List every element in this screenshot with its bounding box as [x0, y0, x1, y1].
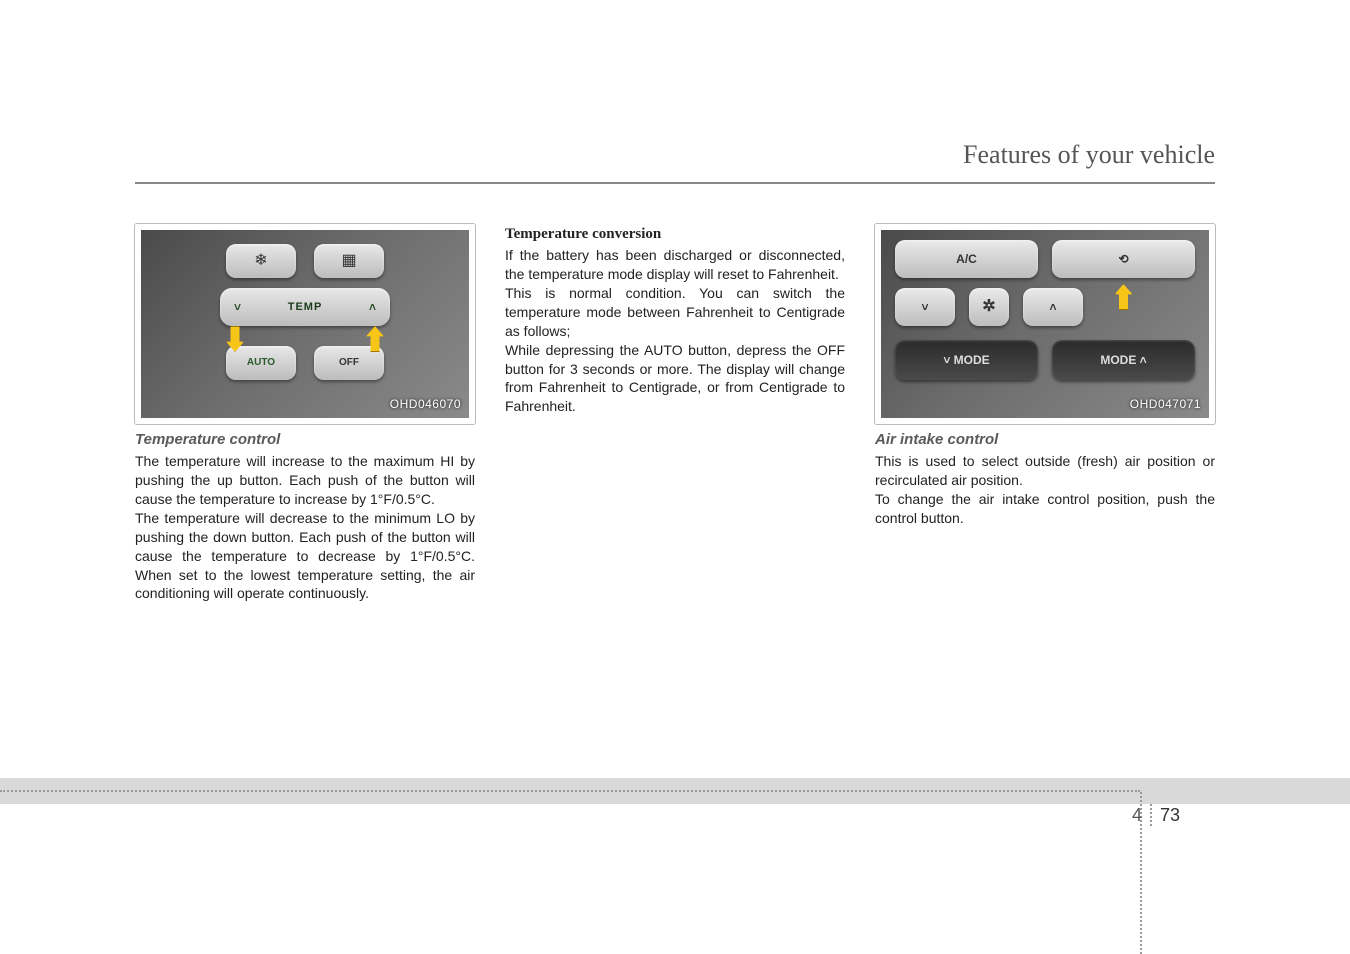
fan-up-button: ˄ [1023, 288, 1083, 326]
air-intake-p2: To change the air intake control positio… [875, 490, 1215, 528]
temp-control-heading: Temperature control [135, 430, 475, 450]
air-intake-photo: A/C ⟲ ˅ ✲ ˄ ˅ MODE MODE ˄ OHD047071 [875, 224, 1215, 424]
air-intake-p1: This is used to select outside (fresh) a… [875, 452, 1215, 490]
temp-conversion-p1: If the battery has been discharged or di… [505, 246, 845, 284]
dotted-rule-horizontal [0, 790, 1140, 792]
fan-down-button: ˅ [895, 288, 955, 326]
temp-rocker: ˅ TEMP ˄ [220, 288, 390, 326]
content-columns: ❄ ▦ ˅ TEMP ˄ AUTO OFF OHD046070 Temperat… [135, 224, 1215, 603]
column-1: ❄ ▦ ˅ TEMP ˄ AUTO OFF OHD046070 Temperat… [135, 224, 475, 603]
recirc-icon: ⟲ [1118, 251, 1128, 267]
page-number: 4 73 [1132, 804, 1180, 826]
temp-control-photo: ❄ ▦ ˅ TEMP ˄ AUTO OFF OHD046070 [135, 224, 475, 424]
mode-down-button: ˅ MODE [895, 340, 1038, 380]
section-header: Features of your vehicle [135, 140, 1215, 184]
recirc-button: ⟲ [1052, 240, 1195, 278]
column-3: A/C ⟲ ˅ ✲ ˄ ˅ MODE MODE ˄ OHD047071 A [875, 224, 1215, 603]
auto-button: AUTO [226, 346, 296, 380]
air-intake-heading: Air intake control [875, 430, 1215, 450]
photo-reference-2: OHD047071 [1130, 396, 1201, 412]
section-number: 4 [1132, 805, 1142, 826]
temp-control-p1: The temperature will increase to the max… [135, 452, 475, 509]
temp-conversion-heading: Temperature conversion [505, 224, 845, 244]
temp-conversion-p2: This is normal condition. You can switch… [505, 284, 845, 341]
photo-reference-1: OHD046070 [390, 396, 461, 412]
page-separator [1150, 804, 1152, 826]
temp-conversion-p3: While depressing the AUTO button, depres… [505, 341, 845, 417]
ac-button: A/C [895, 240, 1038, 278]
column-2: Temperature conversion If the battery ha… [505, 224, 845, 603]
defrost-icon: ❄ [226, 244, 296, 278]
fan-icon: ✲ [969, 288, 1009, 326]
temp-control-p2: The temperature will decrease to the min… [135, 509, 475, 603]
mode-up-button: MODE ˄ [1052, 340, 1195, 380]
temp-label: TEMP [220, 300, 390, 315]
page-index: 73 [1160, 805, 1180, 826]
rear-defrost-icon: ▦ [314, 244, 384, 278]
